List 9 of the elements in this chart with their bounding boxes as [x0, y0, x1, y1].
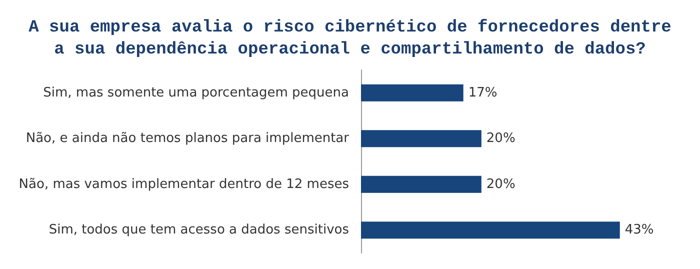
- y-tick-label: Sim, todos que tem acesso a dados sensitivos: [48, 222, 350, 238]
- y-tick-label: Não, e ainda não temos planos para implementar: [26, 131, 350, 146]
- data-label: 43%: [624, 222, 654, 238]
- y-tick-label: Sim, mas somente uma porcentagem pequena: [43, 85, 349, 100]
- y-tick-label: Não, mas vamos implementar dentro de 12 meses: [18, 176, 350, 192]
- data-label: 20%: [486, 131, 516, 146]
- data-label: 20%: [486, 176, 516, 192]
- chart-title: A sua empresa avalia o risco cibernético de fornecedores dentre a sua dependência operacional e compartilhamento de dados?: [28, 18, 672, 60]
- data-label: 17%: [468, 85, 498, 100]
